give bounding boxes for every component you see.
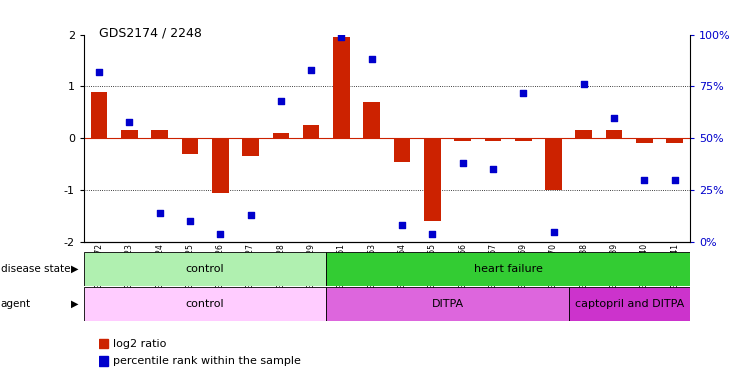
Bar [333, 37, 350, 138]
Bar [242, 138, 259, 156]
Bar [212, 138, 228, 193]
Bar [151, 131, 168, 138]
Bar [326, 287, 569, 321]
Text: GDS2174 / 2248: GDS2174 / 2248 [99, 27, 201, 40]
Bar [424, 138, 441, 221]
Text: heart failure: heart failure [474, 264, 542, 274]
Point [336, 33, 347, 40]
Text: captopril and DITPA: captopril and DITPA [575, 299, 684, 309]
Bar [182, 138, 199, 154]
Bar [364, 102, 380, 138]
Point [123, 119, 135, 125]
Point [487, 166, 499, 172]
Bar [84, 287, 326, 321]
Bar [99, 339, 108, 348]
Point [305, 67, 317, 73]
Bar [515, 138, 531, 141]
Text: control: control [186, 299, 224, 309]
Point [366, 56, 377, 63]
Bar [303, 125, 320, 138]
Point [457, 160, 469, 166]
Bar [485, 138, 502, 141]
Bar [636, 138, 653, 144]
Text: disease state: disease state [1, 264, 70, 274]
Bar [575, 131, 592, 138]
Bar [393, 138, 410, 162]
Bar [91, 92, 107, 138]
Point [578, 81, 590, 88]
Point [275, 98, 287, 104]
Text: control: control [186, 264, 224, 274]
Bar [606, 131, 623, 138]
Point [548, 228, 559, 235]
Bar [272, 133, 289, 138]
Point [396, 222, 408, 228]
Point [154, 210, 166, 216]
Bar [326, 252, 690, 286]
Point [669, 177, 680, 183]
Text: agent: agent [1, 299, 31, 309]
Point [426, 230, 438, 237]
Bar [545, 138, 562, 190]
Point [245, 212, 256, 218]
Bar [666, 138, 683, 144]
Bar [454, 138, 471, 141]
Text: percentile rank within the sample: percentile rank within the sample [112, 356, 301, 366]
Text: ▶: ▶ [72, 299, 79, 309]
Bar [121, 131, 138, 138]
Point [639, 177, 650, 183]
Point [518, 89, 529, 96]
Bar [84, 252, 326, 286]
Text: log2 ratio: log2 ratio [112, 339, 166, 349]
Point [608, 114, 620, 121]
Bar [99, 356, 108, 366]
Text: DITPA: DITPA [431, 299, 464, 309]
Point [215, 230, 226, 237]
Bar [569, 287, 690, 321]
Text: ▶: ▶ [72, 264, 79, 274]
Point [93, 69, 105, 75]
Point [184, 218, 196, 224]
